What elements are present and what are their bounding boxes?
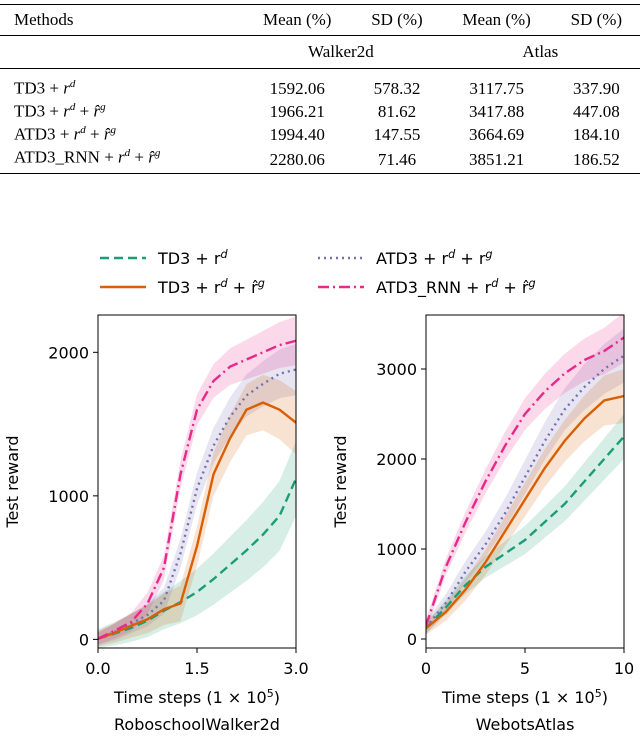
confidence-band [98,316,296,645]
confidence-band [426,369,624,635]
cell-best: 3851.21 [440,146,553,174]
legend-label: ATD3 + rd + rg [376,248,493,269]
cell-best: 2280.06 [241,146,354,174]
y-tick-label: 0 [407,630,417,649]
x-tick-label: 0.0 [85,659,110,678]
series-line [426,435,624,630]
x-tick-label: 10 [614,659,634,678]
cell: 578.32 [353,68,441,100]
x-tick-label: 5 [520,659,530,678]
col-walker-sd: SD (%) [371,10,423,29]
chart-webots-atlas: 0 5 10 0 1000 2000 3000 Time steps (1 × 105) Web… [331,314,634,734]
cell: 337.90 [552,68,640,100]
y-tick-label: 2000 [376,450,417,469]
series-line [98,339,296,640]
x-tick-label: 0 [421,659,431,678]
y-tick-label: 1000 [48,487,89,506]
confidence-band [98,441,296,648]
cell: 186.52 [552,146,640,174]
confidence-band [98,343,296,646]
x-axis-label: Time steps (1 × 105) [113,687,280,708]
confidence-band [426,315,624,632]
y-tick-label: 3000 [376,360,417,379]
cell-best: 184.10 [572,124,620,144]
col-walker-mean: Mean (%) [263,10,332,29]
table-row: ATD3 + rd + r̂g 1994.40 147.55 3664.69 1… [0,123,640,146]
table-row: TD3 + rd 1592.06 578.32 3117.75 337.90 [0,68,640,100]
method-cell: ATD3 + rd + r̂g [14,124,116,144]
series-line [426,354,624,629]
col-atlas-sd: SD (%) [570,10,623,29]
col-methods: Methods [14,10,74,29]
legend: TD3 + rd ATD3 + rd + rg TD3 + rd + r̂g ATD3… [100,248,536,299]
series-line [426,394,624,630]
series-line [98,401,296,640]
cell: 447.08 [572,101,620,121]
confidence-band [426,414,624,634]
chart-title: RoboschoolWalker2d [114,715,280,734]
method-cell: TD3 + rd + r̂g [14,101,106,121]
cell: 3117.75 [440,68,553,100]
col-atlas-mean: Mean (%) [462,10,531,29]
series-line [98,478,296,640]
cell-best: 71.46 [353,146,441,174]
method-cell: TD3 + rd [0,68,242,100]
cell: 3417.88 [469,101,525,121]
y-axis-label: Test reward [331,435,350,528]
plot-area [426,315,624,635]
cell: 1592.06 [241,68,354,100]
chart-title: WebotsAtlas [476,715,575,734]
group-walker2d: Walker2d [241,35,441,69]
legend-label: TD3 + rd [157,248,228,269]
group-atlas: Atlas [440,35,640,69]
table-row: ATD3_RNN + rd + r̂g 2280.06 71.46 3851.2… [0,146,640,174]
figure: TD3 + rd ATD3 + rd + rg TD3 + rd + r̂g ATD3… [3,248,634,735]
series-line [98,368,296,640]
y-axis-label: Test reward [3,435,22,528]
results-table: Methods Mean (%) SD (%) Mean (%) SD (%) … [0,4,640,174]
series-line [426,336,624,626]
x-tick-label: 3.0 [283,659,308,678]
x-axis-label: Time steps (1 × 105) [441,687,608,708]
table-row: TD3 + rd + r̂g 1966.21 81.62 3417.88 447… [0,100,640,123]
chart-roboschool-walker2d: 0.0 1.5 3.0 0 1000 2000 Time steps (1 × 105) Ro… [3,314,309,734]
cell: 1966.21 [269,101,325,121]
cell: 3664.69 [469,124,525,144]
method-cell: ATD3_RNN + rd + r̂g [0,146,242,174]
cell: 1994.40 [269,124,325,144]
plot-area [98,316,296,648]
confidence-band [98,374,296,647]
cell: 147.55 [373,124,421,144]
x-tick-label: 1.5 [184,659,209,678]
y-tick-label: 1000 [376,540,417,559]
y-tick-label: 0 [79,630,89,649]
cell: 81.62 [377,101,417,121]
legend-label: TD3 + rd + r̂g [157,277,265,298]
legend-label: ATD3_RNN + rd + r̂g [376,277,536,299]
y-tick-label: 2000 [48,343,89,362]
